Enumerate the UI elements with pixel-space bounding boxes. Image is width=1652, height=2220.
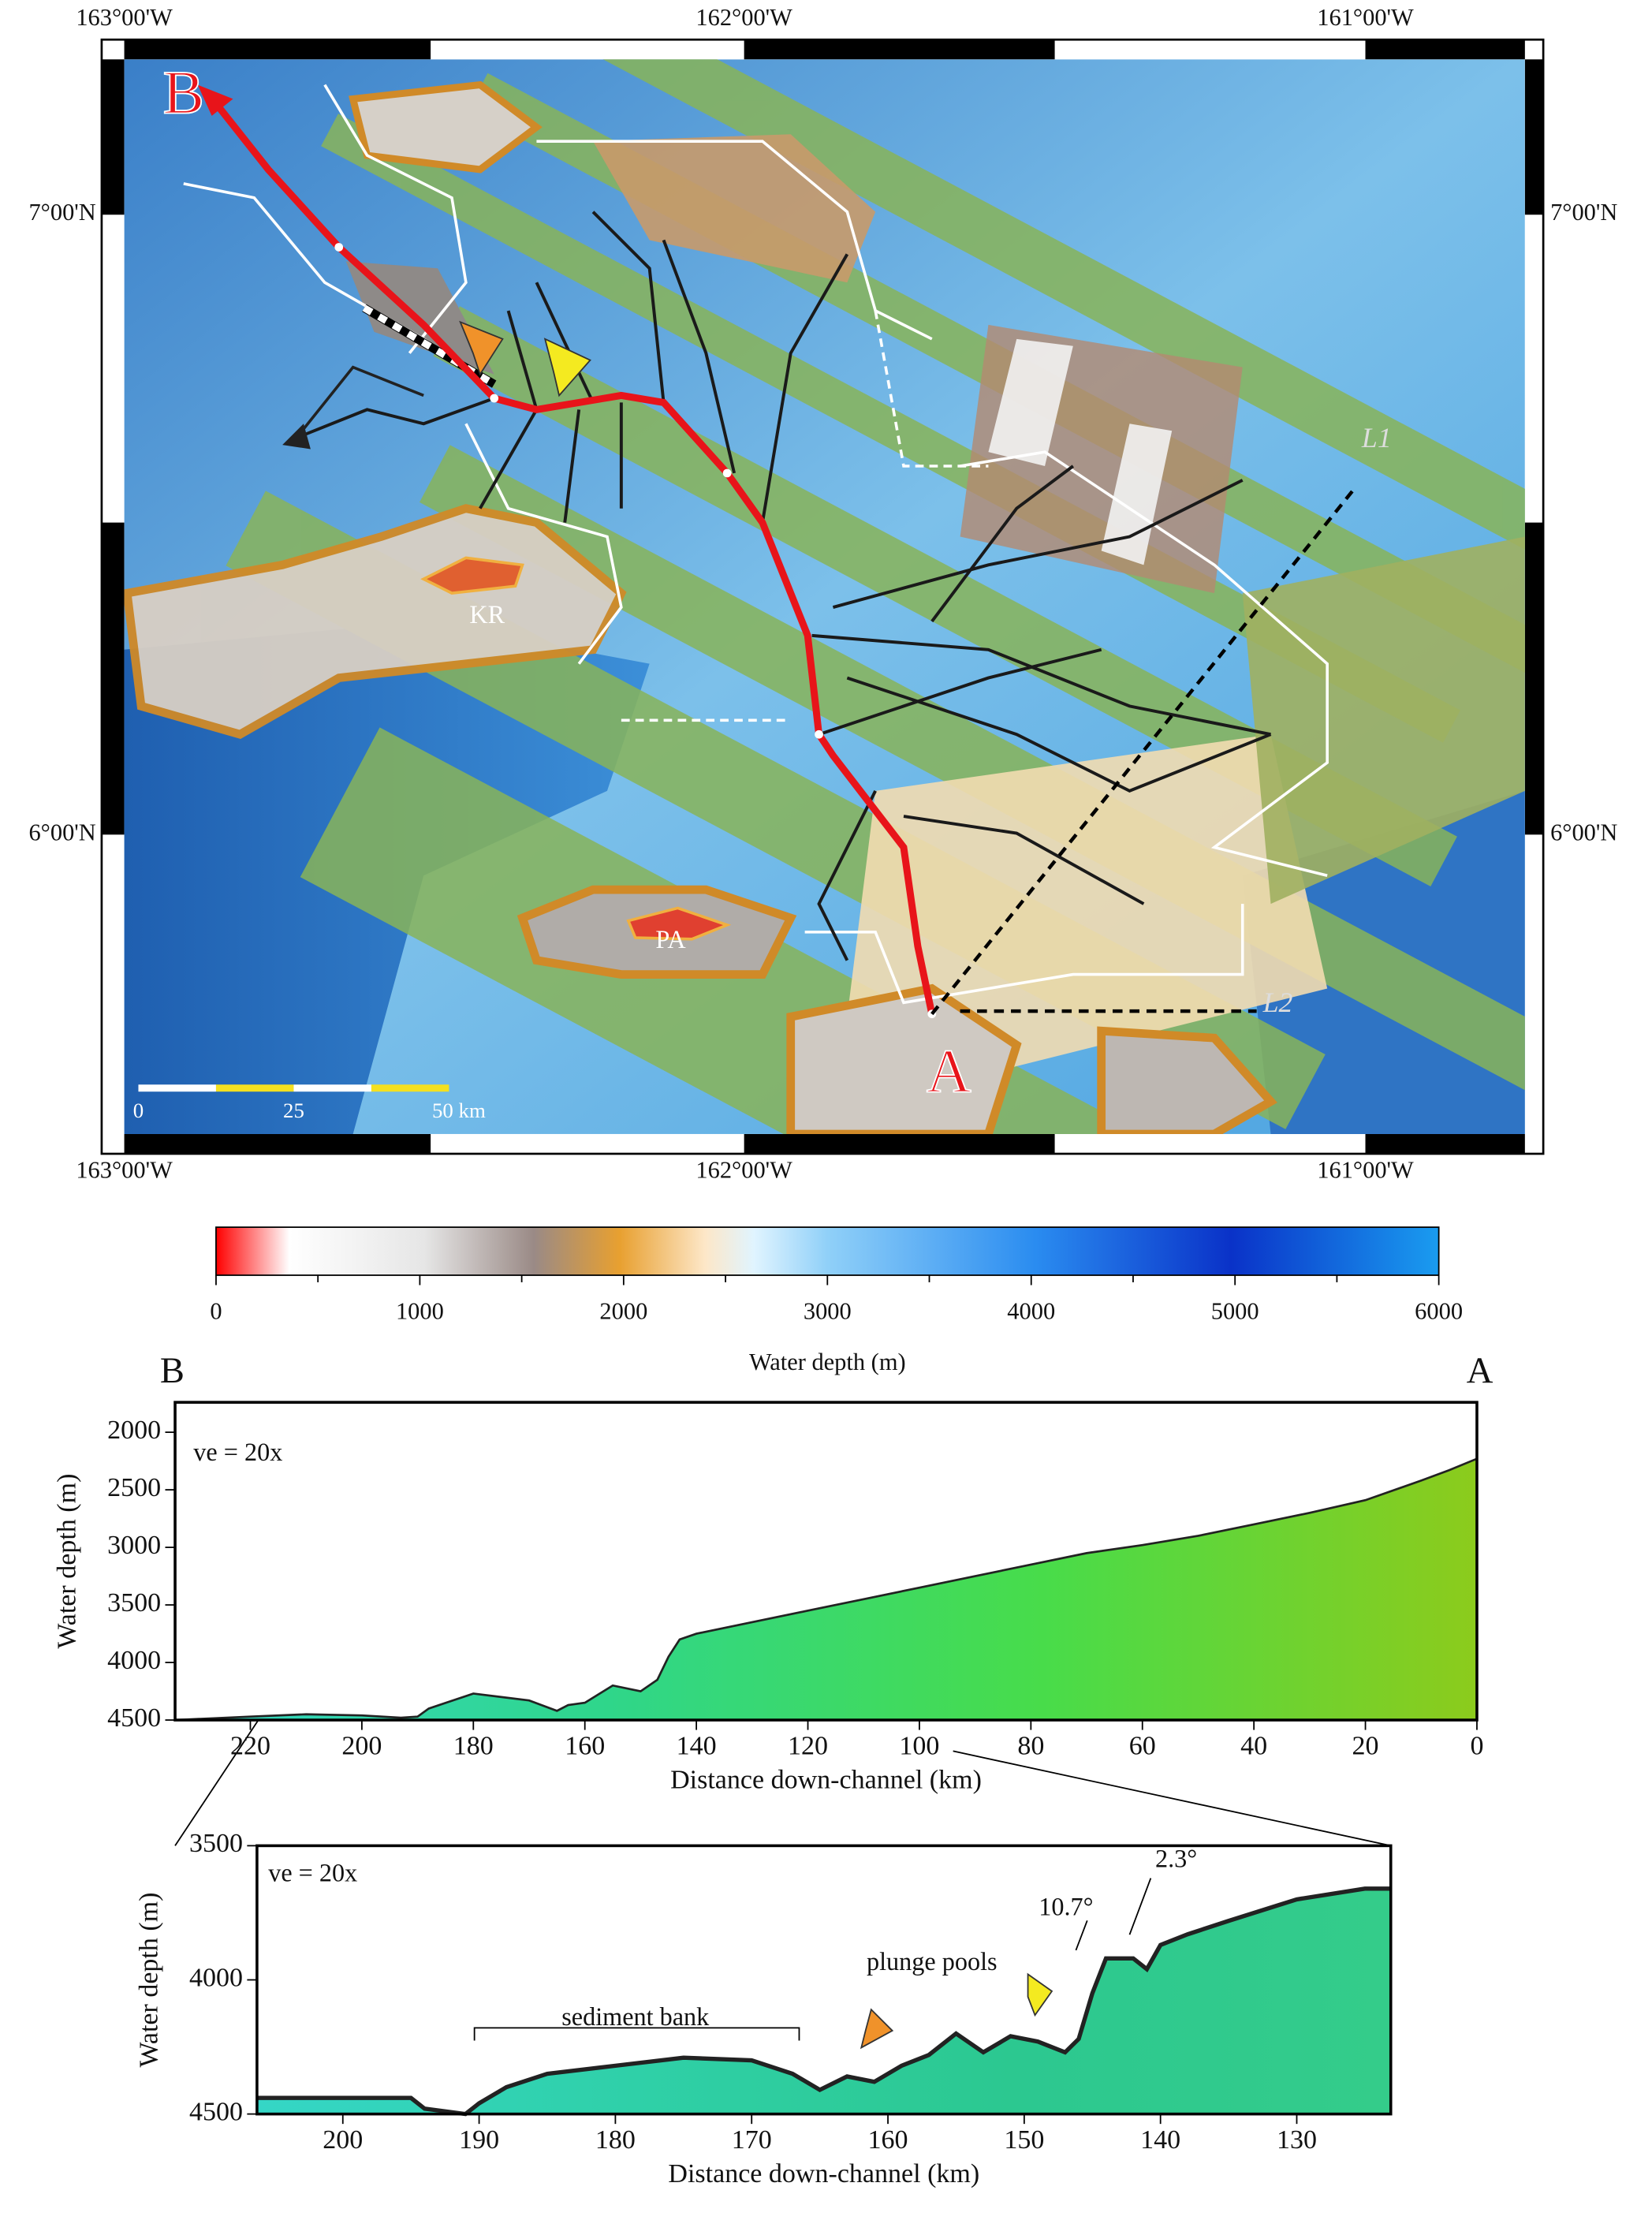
lon-label: 162°00'W xyxy=(695,1156,792,1183)
tick-label: 5000 xyxy=(1211,1297,1259,1324)
lon-label: 162°00'W xyxy=(695,4,792,31)
y-tick-label: 3500 xyxy=(189,1829,243,1858)
y-tick-label: 3500 xyxy=(107,1588,161,1617)
lon-label: 161°00'W xyxy=(1317,4,1414,31)
lat-label: 6°00'N xyxy=(28,819,95,845)
x-tick-label: 150 xyxy=(1004,2125,1044,2155)
scale-label: 50 km xyxy=(432,1099,486,1122)
annotation-line xyxy=(473,1878,1152,2041)
lon-label: 161°00'W xyxy=(1317,1156,1414,1183)
arrow xyxy=(1027,1972,1053,2017)
lat-label: 7°00'N xyxy=(28,199,95,226)
x-tick-label: 200 xyxy=(323,2125,363,2155)
point-label: B xyxy=(163,59,205,128)
x-tick-label: 120 xyxy=(788,1732,828,1761)
y-tick-label: 4500 xyxy=(107,1703,161,1733)
axis-label: Distance down-channel (km) xyxy=(668,2159,979,2188)
axis-label: Distance down-channel (km) xyxy=(670,1766,982,1795)
x-tick-label: 40 xyxy=(1240,1732,1267,1761)
point-label: L1 xyxy=(1361,422,1392,453)
point-label: PA xyxy=(655,925,686,953)
axis-label: Water depth (m) xyxy=(53,1474,82,1649)
y-tick-label: 4500 xyxy=(189,2097,243,2126)
end-label: B xyxy=(160,1351,185,1391)
x-tick-label: 0 xyxy=(1470,1732,1483,1761)
axis-label: Water depth (m) xyxy=(134,1892,163,2067)
lon-label: 163°00'W xyxy=(76,4,173,31)
point-label: KR xyxy=(469,600,505,629)
annotation: 2.3° xyxy=(1155,1844,1197,1872)
x-tick-label: 130 xyxy=(1277,2125,1317,2155)
x-tick-label: 140 xyxy=(1140,2125,1180,2155)
x-tick-label: 160 xyxy=(565,1732,605,1761)
annotation: ve = 20x xyxy=(193,1438,282,1466)
x-tick-label: 180 xyxy=(595,2125,636,2155)
x-tick-label: 170 xyxy=(732,2125,772,2155)
x-tick-label: 80 xyxy=(1017,1732,1044,1761)
profile-line xyxy=(174,1457,1478,1722)
x-tick-label: 100 xyxy=(899,1732,939,1761)
plot-frame xyxy=(173,1401,1479,1722)
x-tick-label: 180 xyxy=(453,1732,494,1761)
annotation: sediment bank xyxy=(561,2002,710,2031)
tick-label: 1000 xyxy=(396,1297,444,1324)
tick-label: 0 xyxy=(210,1297,222,1324)
map: 163°00'W 162°00'W 161°00'W 163°00'W 162°… xyxy=(28,4,1617,1183)
lat-label: 6°00'N xyxy=(1550,819,1617,845)
tick-label: 2000 xyxy=(599,1297,647,1324)
annotation: 10.7° xyxy=(1039,1892,1093,1920)
x-tick-label: 160 xyxy=(868,2125,908,2155)
point-label: A xyxy=(927,1037,971,1106)
scale-label: 25 xyxy=(283,1099,304,1122)
lon-label: 163°00'W xyxy=(76,1156,173,1183)
tick-label: 6000 xyxy=(1415,1297,1463,1324)
annotation: plunge pools xyxy=(867,1947,998,1976)
y-tick-label: 3000 xyxy=(107,1531,161,1560)
y-tick-label: 4000 xyxy=(107,1646,161,1675)
arrow xyxy=(860,2008,894,2050)
y-tick-label: 2000 xyxy=(107,1416,161,1445)
x-tick-label: 60 xyxy=(1129,1732,1156,1761)
profile-fill xyxy=(175,1458,1477,1721)
lat-label: 7°00'N xyxy=(1550,199,1617,226)
axis-label: Water depth (m) xyxy=(749,1349,906,1375)
y-tick-label: 4000 xyxy=(189,1963,243,1992)
annotation: ve = 20x xyxy=(268,1858,357,1886)
tick-label: 4000 xyxy=(1007,1297,1055,1324)
profile-fill xyxy=(256,1888,1391,2114)
zoom-connector xyxy=(174,1719,1391,1847)
y-tick-label: 2500 xyxy=(107,1473,161,1502)
x-tick-label: 190 xyxy=(459,2125,499,2155)
x-tick-label: 220 xyxy=(230,1732,270,1761)
scale-label: 0 xyxy=(133,1099,144,1122)
tick-label: 3000 xyxy=(804,1297,852,1324)
end-label: A xyxy=(1467,1351,1494,1391)
x-tick-label: 200 xyxy=(341,1732,382,1761)
x-tick-label: 140 xyxy=(677,1732,717,1761)
profile-line xyxy=(256,1886,1391,2117)
point-label: L2 xyxy=(1262,987,1293,1018)
colorbar xyxy=(215,1226,1440,1276)
x-tick-label: 20 xyxy=(1352,1732,1379,1761)
